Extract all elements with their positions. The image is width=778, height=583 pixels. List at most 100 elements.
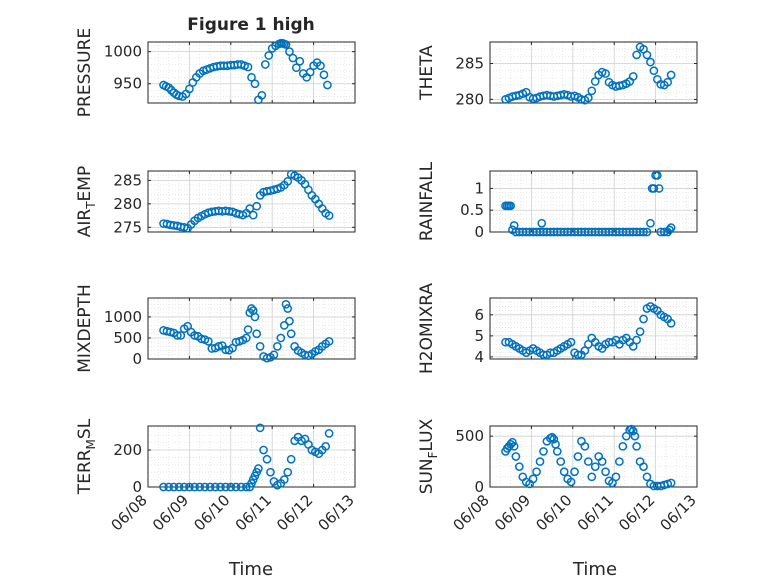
data-point [511, 452, 521, 461]
data-point [547, 432, 557, 442]
y-tick-label: 6 [474, 306, 484, 324]
data-point [627, 424, 636, 434]
data-point [324, 211, 334, 220]
data-point [632, 441, 641, 451]
data-point [266, 467, 275, 477]
data-point [264, 51, 274, 60]
data-point [276, 333, 286, 343]
data-point [204, 336, 213, 346]
y-tick-label: 285 [455, 55, 484, 73]
data-point [509, 441, 519, 451]
y-axis-label: TERRMSL [75, 418, 98, 495]
data-point [269, 350, 279, 360]
data-point [236, 482, 246, 492]
y-tick-label: 275 [113, 218, 142, 236]
axes-box [147, 170, 356, 233]
data-point [231, 482, 241, 492]
data-point [597, 457, 607, 466]
data-point [286, 329, 296, 339]
data-point [214, 342, 224, 351]
data-point [285, 47, 294, 56]
data-point [635, 327, 645, 337]
y-tick-label: 1000 [104, 308, 142, 326]
data-point [243, 325, 253, 334]
data-point [587, 86, 597, 96]
data-point [601, 467, 610, 477]
data-point [210, 482, 220, 492]
data-point [259, 445, 268, 455]
data-point [273, 342, 282, 351]
data-point [262, 454, 272, 464]
data-point [642, 50, 652, 60]
data-point [205, 482, 215, 492]
x-axis-label-right: Time [572, 559, 617, 580]
data-point [241, 333, 251, 343]
data-point [164, 83, 174, 92]
x-tick-label: 06/09 [491, 491, 534, 534]
data-point [172, 331, 182, 340]
data-point [628, 342, 638, 351]
plot-sun-flux: 0 500 SUNFLUX 06/0806/0906/1006/1106/1206/1… [417, 418, 700, 534]
data-point [252, 201, 262, 211]
plot-air-temp: 275 280 285 AIRTEMP [75, 166, 356, 237]
data-point [639, 227, 648, 237]
y-tick-label: 500 [113, 329, 142, 347]
plot-terr-msl: 0 200 TERRMSL 06/0806/0906/1006/1106/1206/1… [75, 418, 358, 534]
data-point [292, 63, 301, 73]
y-tick-label: 280 [113, 195, 142, 213]
data-point [190, 331, 199, 340]
data-point [566, 477, 576, 487]
data-point [257, 90, 267, 100]
data-point [250, 312, 260, 322]
data-point [583, 457, 593, 466]
data-point [279, 320, 289, 330]
x-tick-label: 06/10 [190, 491, 233, 534]
data-point [248, 210, 258, 220]
y-tick-label: 285 [113, 171, 142, 189]
data-point [323, 80, 332, 90]
data-point [639, 314, 648, 324]
data-point [649, 66, 659, 76]
data-point [642, 472, 652, 482]
y-axis-label: MIXDEPTH [75, 284, 95, 373]
axes-box [147, 297, 356, 360]
x-tick-label: 06/11 [574, 491, 617, 534]
data-point [659, 227, 669, 237]
data-point [279, 475, 289, 484]
data-point [573, 350, 583, 360]
data-point [283, 467, 293, 477]
y-tick-label: 1000 [104, 43, 142, 61]
y-tick-label: 5 [474, 327, 484, 345]
data-point [663, 77, 673, 87]
y-tick-label: 0.5 [460, 201, 484, 219]
x-tick-label: 06/08 [108, 491, 151, 534]
data-point [185, 84, 194, 94]
y-tick-label: 280 [455, 90, 484, 108]
y-tick-label: 0 [132, 350, 142, 368]
data-point [260, 60, 270, 69]
data-point [639, 462, 648, 472]
y-tick-label: 0 [474, 223, 484, 241]
data-point [506, 201, 516, 211]
data-point [281, 299, 291, 309]
data-point [169, 482, 179, 492]
data-point [666, 318, 676, 328]
data-point [247, 72, 256, 82]
data-point [666, 223, 676, 232]
y-axis-label: PRESSURE [75, 28, 95, 117]
data-point [590, 77, 600, 86]
data-point [566, 337, 576, 347]
data-point [618, 441, 628, 451]
data-point [535, 457, 545, 466]
data-point [601, 69, 610, 78]
data-point [611, 472, 621, 482]
data-point [539, 447, 548, 456]
data-point [559, 467, 569, 477]
data-point [255, 423, 265, 433]
x-tick-label: 06/12 [273, 491, 316, 534]
data-point [570, 467, 579, 477]
data-point [179, 482, 189, 492]
x-tick-label: 06/09 [149, 491, 192, 534]
y-axis-label: H2OMIXRA [417, 283, 437, 374]
data-point [632, 50, 641, 60]
